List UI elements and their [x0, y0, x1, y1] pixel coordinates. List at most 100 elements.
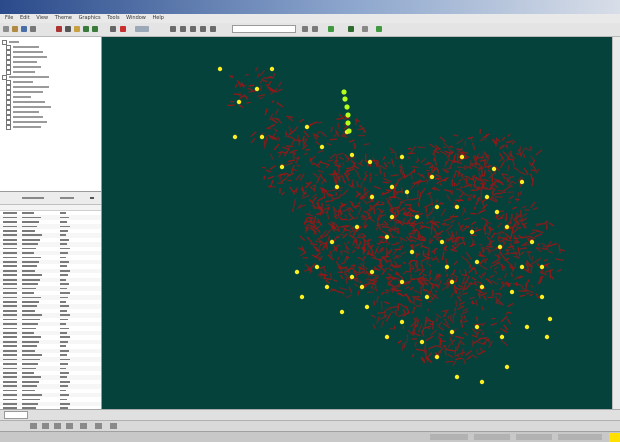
stop-point[interactable]: [548, 317, 552, 321]
layer-item[interactable]: [2, 110, 98, 115]
stop-point[interactable]: [435, 355, 439, 359]
column-header-number[interactable]: [60, 197, 74, 199]
stop-point[interactable]: [320, 145, 324, 149]
stop-point[interactable]: [450, 330, 454, 334]
menu-edit[interactable]: Edit: [20, 15, 30, 21]
layer-item[interactable]: [2, 100, 98, 105]
map-canvas[interactable]: [102, 37, 616, 409]
stop-point[interactable]: [525, 325, 529, 329]
layer-item[interactable]: [2, 90, 98, 95]
menu-file[interactable]: File: [5, 15, 13, 21]
stop-point[interactable]: [355, 225, 359, 229]
zoom-out-icon[interactable]: [120, 26, 126, 32]
stop-point[interactable]: [218, 67, 222, 71]
stop-point[interactable]: [280, 165, 284, 169]
stop-point[interactable]: [385, 235, 389, 239]
stop-point[interactable]: [400, 280, 404, 284]
highlighted-stop[interactable]: [341, 89, 346, 94]
menu-theme[interactable]: Theme: [55, 15, 72, 21]
go-icon[interactable]: [328, 26, 334, 32]
stop-point[interactable]: [505, 365, 509, 369]
layer-item[interactable]: [2, 40, 98, 45]
pan-icon[interactable]: [135, 26, 149, 32]
highlighted-stop[interactable]: [345, 112, 350, 117]
previous-icon[interactable]: [42, 423, 49, 429]
next-icon[interactable]: [54, 423, 61, 429]
last-icon[interactable]: [66, 423, 73, 429]
stop-point[interactable]: [410, 250, 414, 254]
cut-icon[interactable]: [56, 26, 62, 32]
stop-point[interactable]: [445, 265, 449, 269]
stop-point[interactable]: [495, 210, 499, 214]
redo-icon[interactable]: [92, 26, 98, 32]
menu-graphics[interactable]: Graphics: [79, 15, 101, 21]
layer-item[interactable]: [2, 85, 98, 90]
layer-item[interactable]: [2, 80, 98, 85]
stop-point[interactable]: [400, 320, 404, 324]
measure-icon-3[interactable]: [210, 26, 216, 32]
stop-point[interactable]: [540, 265, 544, 269]
new-icon[interactable]: [3, 26, 9, 32]
stop-point[interactable]: [340, 310, 344, 314]
layer-item[interactable]: [2, 45, 98, 50]
stop-point[interactable]: [430, 175, 434, 179]
stop-point[interactable]: [270, 67, 274, 71]
close-icon[interactable]: [90, 197, 94, 199]
stop-point[interactable]: [237, 100, 241, 104]
stop-point[interactable]: [305, 125, 309, 129]
layer-item[interactable]: [2, 125, 98, 130]
highlighted-stop[interactable]: [344, 104, 349, 109]
stop-point[interactable]: [350, 153, 354, 157]
layer-item[interactable]: [2, 65, 98, 70]
stop-point[interactable]: [390, 185, 394, 189]
stop-point[interactable]: [385, 335, 389, 339]
stop-point[interactable]: [420, 340, 424, 344]
layer-item[interactable]: [2, 120, 98, 125]
stop-point[interactable]: [370, 270, 374, 274]
stop-point[interactable]: [470, 230, 474, 234]
stop-point[interactable]: [295, 270, 299, 274]
open-icon[interactable]: [12, 26, 18, 32]
zoom-in-icon[interactable]: [110, 26, 116, 32]
map-view[interactable]: [102, 37, 616, 409]
select-icon[interactable]: [180, 26, 186, 32]
stop-point[interactable]: [255, 87, 259, 91]
stop-point[interactable]: [500, 335, 504, 339]
stop-point[interactable]: [260, 135, 264, 139]
stop-point[interactable]: [233, 135, 237, 139]
column-header-description[interactable]: [22, 197, 44, 199]
menu-view[interactable]: View: [36, 15, 48, 21]
stop-point[interactable]: [368, 160, 372, 164]
run-icon[interactable]: [376, 26, 382, 32]
stop-point[interactable]: [485, 195, 489, 199]
settings-icon[interactable]: [110, 423, 117, 429]
stop-point[interactable]: [520, 180, 524, 184]
undo-icon[interactable]: [83, 26, 89, 32]
highlighted-stop[interactable]: [345, 120, 350, 125]
stop-point[interactable]: [390, 215, 394, 219]
layer-item[interactable]: [2, 95, 98, 100]
first-icon[interactable]: [30, 423, 37, 429]
stop-point[interactable]: [335, 185, 339, 189]
stop-point[interactable]: [325, 285, 329, 289]
stop-icon[interactable]: [362, 26, 368, 32]
refresh-icon[interactable]: [348, 26, 354, 32]
stop-point[interactable]: [455, 375, 459, 379]
layer-item[interactable]: [2, 70, 98, 75]
print-icon[interactable]: [30, 26, 36, 32]
play-icon[interactable]: [80, 423, 87, 429]
identify-icon[interactable]: [170, 26, 176, 32]
stop-point[interactable]: [545, 335, 549, 339]
stop-point[interactable]: [498, 245, 502, 249]
forward-icon[interactable]: [312, 26, 318, 32]
stop-point[interactable]: [300, 295, 304, 299]
stop-point[interactable]: [365, 305, 369, 309]
stop-point[interactable]: [405, 190, 409, 194]
layer-item[interactable]: [2, 55, 98, 60]
stop-point[interactable]: [460, 155, 464, 159]
stop-point[interactable]: [440, 240, 444, 244]
stop-point[interactable]: [480, 380, 484, 384]
scale-combo[interactable]: [232, 25, 296, 33]
stop-point[interactable]: [425, 295, 429, 299]
stop-point[interactable]: [400, 155, 404, 159]
